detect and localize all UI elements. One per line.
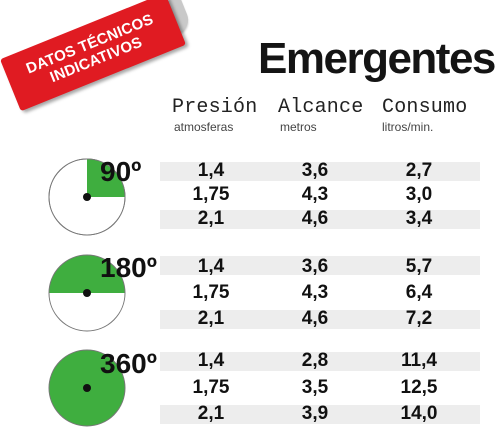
table-cell: 4,3 <box>301 184 329 205</box>
column-unit-consumo: litros/min. <box>382 120 434 134</box>
column-unit-alcance: metros <box>280 120 317 134</box>
table-cell: 4,6 <box>301 208 329 229</box>
table-cell: 1,4 <box>197 350 225 371</box>
row-band <box>160 162 480 181</box>
table-cell: 2,1 <box>197 308 225 329</box>
angle-label-360: 360º <box>100 348 157 379</box>
table-cell: 3,4 <box>405 208 433 229</box>
sector-360-icon <box>48 349 126 427</box>
angle-label-180: 180º <box>100 252 157 283</box>
sector-180-icon <box>48 254 126 332</box>
table-cell: 1,4 <box>197 256 225 277</box>
column-header-presion: Presión <box>172 96 258 119</box>
table-cell: 4,6 <box>301 308 329 329</box>
page-title: Emergentes <box>258 34 496 83</box>
row-band <box>160 256 480 275</box>
table-cell: 1,4 <box>197 160 225 181</box>
table-cell: 5,7 <box>405 256 433 277</box>
row-band <box>160 405 480 424</box>
table-cell: 3,5 <box>301 377 329 398</box>
column-header-alcance: Alcance <box>278 96 364 119</box>
column-unit-presion: atmosferas <box>174 120 234 134</box>
table-cell: 3,9 <box>301 403 329 424</box>
table-cell: 14,0 <box>400 403 438 424</box>
table-cell: 2,7 <box>405 160 433 181</box>
row-band <box>160 352 480 371</box>
table-cell: 3,0 <box>405 184 433 205</box>
table-cell: 2,1 <box>197 208 225 229</box>
table-cell: 1,75 <box>192 377 230 398</box>
angle-label-90: 90º <box>100 156 142 187</box>
column-header-consumo: Consumo <box>382 96 468 119</box>
table-cell: 7,2 <box>405 308 433 329</box>
table-cell: 6,4 <box>405 282 433 303</box>
sector-90-icon <box>48 158 126 236</box>
table-cell: 3,6 <box>301 160 329 181</box>
technical-data-badge: DATOS TÉCNICOS INDICATIVOS <box>0 0 187 112</box>
table-cell: 11,4 <box>401 350 437 371</box>
table-cell: 2,8 <box>301 350 329 371</box>
table-cell: 1,75 <box>192 282 230 303</box>
table-cell: 3,6 <box>301 256 329 277</box>
table-cell: 12,5 <box>400 377 438 398</box>
row-band <box>160 210 480 229</box>
table-cell: 4,3 <box>301 282 329 303</box>
table-cell: 2,1 <box>197 403 225 424</box>
table-cell: 1,75 <box>192 184 230 205</box>
row-band <box>160 310 480 329</box>
